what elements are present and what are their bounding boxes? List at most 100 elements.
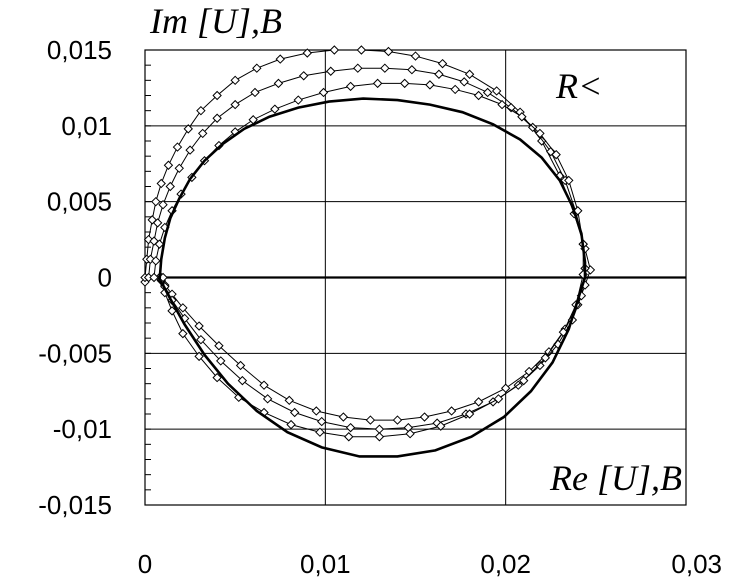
series-1-point xyxy=(410,51,421,61)
series-2-point xyxy=(407,65,417,75)
series-3-point xyxy=(518,375,529,386)
series-1-point xyxy=(194,321,204,331)
series-2-point xyxy=(353,63,363,73)
series-2-point xyxy=(380,63,390,73)
series-3-point xyxy=(151,256,161,266)
series-2-point xyxy=(298,71,309,81)
y-tick-label: -0,01 xyxy=(53,414,112,444)
series-3-point xyxy=(318,87,329,98)
series-3-point xyxy=(154,239,165,249)
series-1-point xyxy=(473,397,484,407)
series-3-point xyxy=(286,419,296,430)
annotation-r: R< xyxy=(555,66,602,106)
series-3-point xyxy=(473,90,484,101)
series-1-point xyxy=(178,303,188,313)
series-2-point xyxy=(212,113,222,123)
series-3-point xyxy=(374,432,385,442)
series-2-point xyxy=(237,375,248,386)
series-2-point xyxy=(326,66,336,76)
series-1-point xyxy=(365,415,376,425)
series-2-point xyxy=(482,87,493,98)
series-2-point xyxy=(165,181,175,192)
series-1-point xyxy=(419,412,430,422)
series-1-point xyxy=(446,406,457,416)
series-1-point xyxy=(500,383,511,393)
series-3-point xyxy=(436,421,446,431)
series-3-point xyxy=(405,429,415,439)
series-3-point xyxy=(293,95,303,105)
series-1-point xyxy=(491,86,502,96)
series-group xyxy=(140,45,596,458)
y-tick-label: 0,005 xyxy=(47,187,112,217)
series-2-point xyxy=(345,422,356,433)
y-tick-label: -0,015 xyxy=(38,490,112,520)
series-1-point xyxy=(259,380,269,390)
y-tick-label: 0 xyxy=(98,263,112,293)
series-1-point xyxy=(311,406,322,416)
series-1-point xyxy=(172,142,183,152)
series-2-point xyxy=(216,356,226,366)
series-1-point xyxy=(196,105,206,116)
series-2-point xyxy=(250,87,260,98)
series-2-point xyxy=(273,78,284,89)
x-tick-label: 0,02 xyxy=(480,549,531,579)
series-2-point xyxy=(506,102,516,113)
series-3-point xyxy=(425,80,435,90)
x-tick-label: 0,03 xyxy=(671,549,722,579)
series-2-point xyxy=(434,69,444,79)
series-1-point xyxy=(383,46,394,57)
series-1-point xyxy=(464,69,475,79)
series-1-point xyxy=(163,160,174,170)
series-1-point xyxy=(275,54,285,64)
series-1-point xyxy=(235,360,246,371)
series-2-point xyxy=(459,77,469,87)
series-1-point xyxy=(151,196,161,207)
series-3-point xyxy=(464,409,475,419)
series-2-point xyxy=(262,394,273,404)
series-3-point xyxy=(178,328,188,339)
series-1-point xyxy=(302,48,313,58)
series-3-point xyxy=(149,272,159,283)
series-2-point xyxy=(158,199,168,210)
x-axis-label: Re [U],B xyxy=(549,458,682,498)
series-3-point xyxy=(372,78,383,89)
series-line-4 xyxy=(158,97,587,458)
x-tick-label: 0,01 xyxy=(300,549,351,579)
series-3-point xyxy=(344,432,354,442)
series-2-point xyxy=(535,360,545,371)
y-axis-label: Im [U],B xyxy=(149,1,282,41)
series-3-point xyxy=(212,372,222,383)
series-3-point xyxy=(535,128,545,139)
y-tick-labels: 0,015 0,01 0,005 0 -0,005 -0,01 -0,015 xyxy=(38,35,112,520)
y-tick-label: 0,01 xyxy=(61,111,112,141)
series-3-point xyxy=(450,84,460,95)
series-3-point xyxy=(270,104,280,114)
series-3-point xyxy=(399,78,410,89)
series-3-point xyxy=(167,306,177,316)
series-2-point xyxy=(289,407,300,418)
series-2-point xyxy=(152,218,163,228)
series-1-point xyxy=(437,58,448,69)
series-3-point xyxy=(194,351,204,362)
series-1-point xyxy=(252,63,262,73)
series-1-point xyxy=(329,45,340,55)
series-1-point xyxy=(214,341,224,351)
series-2-point xyxy=(197,128,208,139)
series-2-point xyxy=(230,99,240,110)
series-3-point xyxy=(315,427,325,437)
x-tick-labels: 0 0,01 0,02 0,03 xyxy=(138,549,722,579)
series-3-point xyxy=(345,81,356,92)
series-3-point xyxy=(551,149,561,160)
series-2-point xyxy=(185,145,195,155)
y-tick-label: 0,015 xyxy=(47,35,112,65)
series-3-point xyxy=(517,112,527,122)
series-1-point xyxy=(156,178,166,189)
series-1-point xyxy=(356,45,367,55)
series-1-point xyxy=(212,90,222,101)
series-2-point xyxy=(317,416,327,427)
series-3-point xyxy=(497,99,507,110)
x-tick-label: 0 xyxy=(138,549,152,579)
series-1-point xyxy=(392,415,403,425)
series-1-point xyxy=(338,412,349,422)
